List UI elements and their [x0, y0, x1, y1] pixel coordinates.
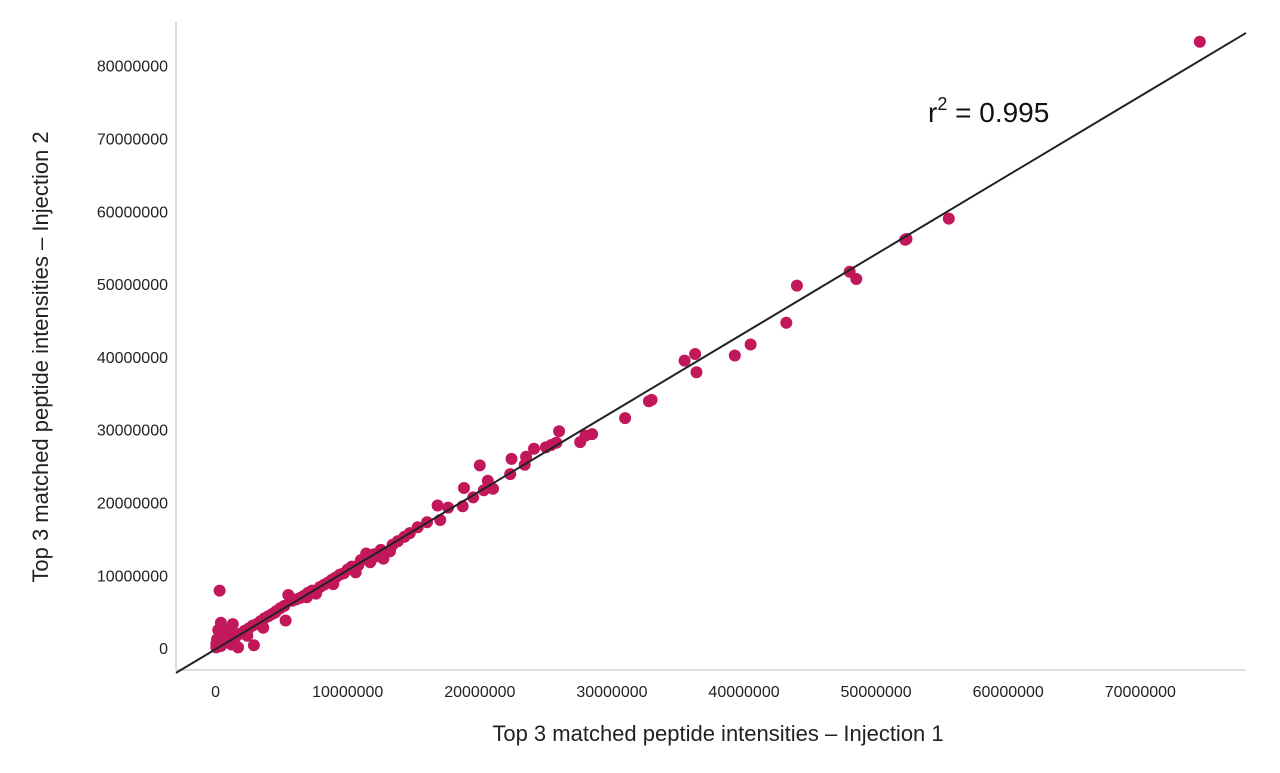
- data-point: [899, 233, 912, 246]
- data-point: [247, 639, 260, 652]
- r-squared-value: = 0.995: [947, 97, 1049, 128]
- r-squared-base: r: [928, 97, 937, 128]
- data-point: [300, 591, 313, 604]
- y-tick-label: 10000000: [97, 568, 168, 585]
- data-points: [210, 35, 1206, 654]
- x-tick-label: 30000000: [576, 684, 647, 701]
- data-point: [689, 348, 702, 360]
- plot-axes: [175, 22, 1246, 671]
- x-tick-label: 70000000: [1105, 684, 1176, 701]
- y-tick-label: 30000000: [97, 423, 168, 440]
- y-tick-label: 80000000: [97, 59, 168, 76]
- data-point: [431, 499, 444, 512]
- y-axis-ticks: 0 10000000 20000000 30000000 40000000 5000000…: [97, 59, 168, 658]
- data-point: [241, 629, 254, 642]
- y-axis-title: Top 3 matched peptide intensities – Inje…: [28, 131, 53, 582]
- y-tick-label: 50000000: [97, 277, 168, 294]
- y-tick-label: 40000000: [97, 350, 168, 367]
- data-point: [690, 366, 703, 379]
- x-tick-label: 60000000: [973, 684, 1044, 701]
- data-point: [282, 589, 295, 601]
- r-squared-superscript: 2: [937, 94, 947, 114]
- y-tick-label: 70000000: [97, 131, 168, 148]
- data-point: [780, 316, 793, 329]
- data-point: [377, 552, 390, 565]
- data-point: [619, 412, 632, 425]
- data-point: [678, 354, 691, 367]
- x-axis-ticks: 0 10000000 20000000 30000000 40000000 5000000…: [211, 684, 1176, 701]
- data-point: [279, 614, 292, 627]
- data-point: [642, 395, 655, 408]
- regression-line: [175, 32, 1247, 674]
- r-squared-annotation: r2 = 0.995: [928, 94, 1049, 128]
- x-tick-label: 40000000: [708, 684, 779, 701]
- data-point: [213, 584, 226, 597]
- x-tick-label: 0: [211, 684, 220, 701]
- data-point: [505, 452, 518, 465]
- data-point: [528, 442, 540, 455]
- data-point: [212, 624, 225, 636]
- y-tick-label: 0: [159, 641, 168, 658]
- x-tick-label: 50000000: [841, 684, 912, 701]
- data-point: [1193, 35, 1206, 48]
- data-point: [257, 621, 270, 634]
- x-tick-label: 10000000: [312, 684, 383, 701]
- data-point: [728, 349, 741, 362]
- data-point: [942, 212, 955, 225]
- data-point: [458, 482, 470, 494]
- data-point: [744, 338, 757, 351]
- data-point: [349, 566, 362, 579]
- data-point: [574, 436, 587, 449]
- y-tick-label: 60000000: [97, 204, 168, 221]
- data-point: [553, 425, 566, 438]
- data-point: [473, 459, 486, 472]
- x-axis-title: Top 3 matched peptide intensities – Inje…: [492, 721, 943, 746]
- data-point: [790, 279, 803, 292]
- y-tick-label: 20000000: [97, 496, 168, 513]
- x-tick-label: 20000000: [444, 684, 515, 701]
- data-point: [442, 501, 455, 514]
